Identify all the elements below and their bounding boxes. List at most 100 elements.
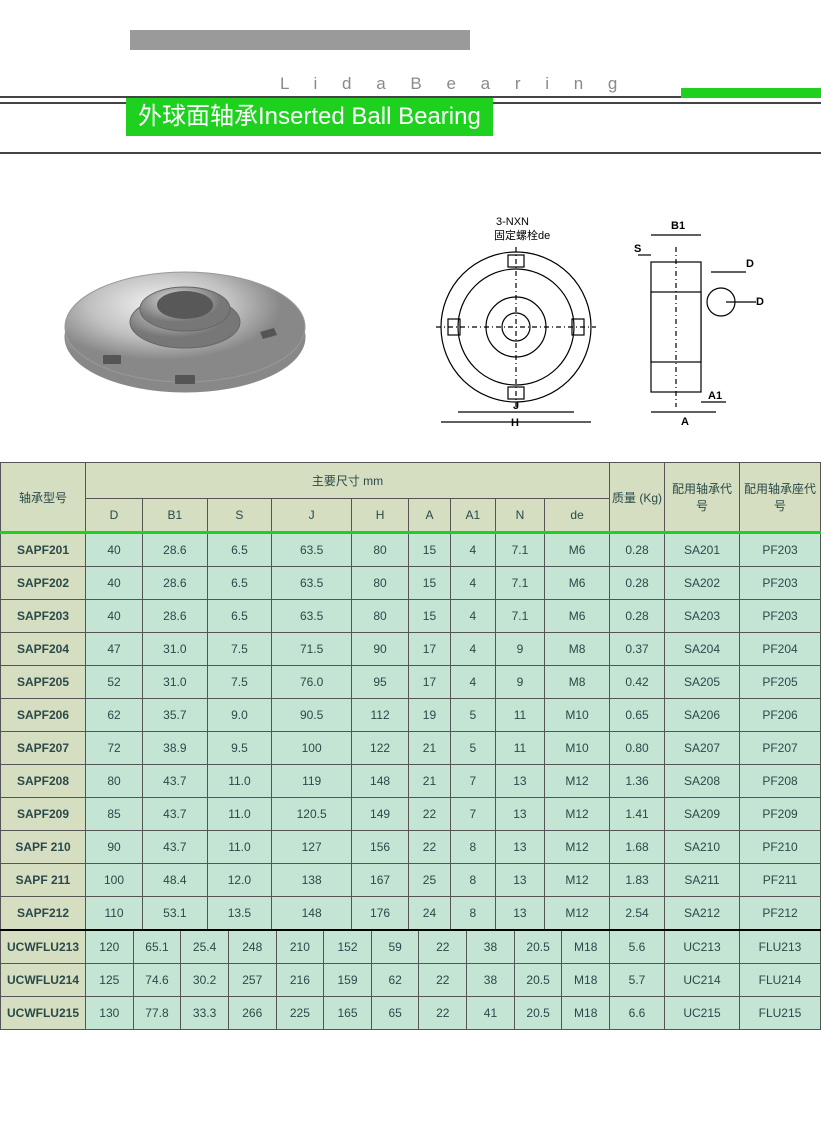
- cell: 167: [352, 864, 409, 897]
- cell: SA202: [665, 567, 740, 600]
- cell: SAPF207: [1, 732, 86, 765]
- cell: 63.5: [272, 600, 352, 633]
- cell: PF206: [740, 699, 821, 732]
- cell: 25: [409, 864, 451, 897]
- product-photo: [45, 227, 325, 407]
- cell: 71.5: [272, 633, 352, 666]
- col-housing: 配用轴承座代号: [740, 463, 821, 533]
- cell: M6: [545, 567, 610, 600]
- col-dim: N: [495, 499, 544, 533]
- cell: SAPF206: [1, 699, 86, 732]
- col-group-dims: 主要尺寸 mm: [86, 463, 610, 499]
- cell: 80: [352, 567, 409, 600]
- dim-label-d: D: [746, 258, 754, 270]
- dim-label-j: J: [513, 400, 519, 412]
- cell: M10: [545, 699, 610, 732]
- cell: 5.6: [610, 930, 665, 964]
- cell: 19: [409, 699, 451, 732]
- cell: M10: [545, 732, 610, 765]
- cell: 148: [272, 897, 352, 931]
- dim-label-d2: D: [756, 296, 764, 308]
- cell: 95: [352, 666, 409, 699]
- cell: FLU213: [740, 930, 821, 964]
- cell: 11: [495, 732, 544, 765]
- cell: 62: [86, 699, 143, 732]
- decorative-gray-block: [130, 30, 470, 50]
- cell: 12.0: [207, 864, 272, 897]
- cell: SAPF212: [1, 897, 86, 931]
- cell: SAPF201: [1, 533, 86, 567]
- dim-label-a: A: [681, 416, 689, 427]
- technical-drawing: 3-NXN 固定螺栓de B1 S D D A1 A J H: [416, 207, 776, 427]
- cell: 17: [409, 666, 451, 699]
- cell: 22: [409, 798, 451, 831]
- cell: 6.5: [207, 567, 272, 600]
- cell: 7.1: [495, 533, 544, 567]
- dim-label-s: S: [634, 243, 641, 255]
- cell: SAPF203: [1, 600, 86, 633]
- cell: 149: [352, 798, 409, 831]
- col-dim: B1: [143, 499, 208, 533]
- cell: M8: [545, 633, 610, 666]
- cell: 90: [352, 633, 409, 666]
- col-dim: D: [86, 499, 143, 533]
- dim-label-h: H: [511, 417, 519, 427]
- cell: 156: [352, 831, 409, 864]
- cell: 11.0: [207, 765, 272, 798]
- dim-group: 13077.833.326622516565224120.5M18: [86, 997, 610, 1030]
- cell: PF209: [740, 798, 821, 831]
- cell: 0.65: [610, 699, 665, 732]
- cell: 7: [450, 798, 495, 831]
- cell: 122: [352, 732, 409, 765]
- green-accent: [681, 88, 821, 98]
- cell: 6.6: [610, 997, 665, 1030]
- cell: SA207: [665, 732, 740, 765]
- cell: 1.83: [610, 864, 665, 897]
- cell: PF207: [740, 732, 821, 765]
- cell: SAPF208: [1, 765, 86, 798]
- cell: 85: [86, 798, 143, 831]
- cell: 9: [495, 666, 544, 699]
- cell: 48.4: [143, 864, 208, 897]
- cell: 63.5: [272, 533, 352, 567]
- cell: PF205: [740, 666, 821, 699]
- cell: UCWFLU215: [1, 997, 86, 1030]
- cell: 13: [495, 864, 544, 897]
- cell: 4: [450, 666, 495, 699]
- cell: 7.5: [207, 666, 272, 699]
- cell: 13: [495, 897, 544, 931]
- cell: 13.5: [207, 897, 272, 931]
- cell: 31.0: [143, 666, 208, 699]
- dim-group: 12574.630.225721615962223820.5M18: [86, 964, 610, 997]
- cell: 6.5: [207, 533, 272, 567]
- cell: 90: [86, 831, 143, 864]
- cell: M12: [545, 765, 610, 798]
- cell: SAPF 211: [1, 864, 86, 897]
- cell: PF203: [740, 533, 821, 567]
- spec-table: 轴承型号 主要尺寸 mm 质量 (Kg) 配用轴承代号 配用轴承座代号 DB1S…: [0, 462, 821, 1030]
- dim-label-a1: A1: [708, 390, 722, 402]
- page-title: 外球面轴承Inserted Ball Bearing: [126, 98, 493, 136]
- cell: 53.1: [143, 897, 208, 931]
- cell: 110: [86, 897, 143, 931]
- cell: UC213: [665, 930, 740, 964]
- cell: 4: [450, 567, 495, 600]
- cell: PF203: [740, 567, 821, 600]
- cell: SAPF205: [1, 666, 86, 699]
- cell: 28.6: [143, 567, 208, 600]
- col-model: 轴承型号: [1, 463, 86, 533]
- cell: 4: [450, 533, 495, 567]
- diagram-label: 3-NXN: [496, 216, 529, 228]
- cell: PF211: [740, 864, 821, 897]
- cell: 7.1: [495, 567, 544, 600]
- diagram-label: 固定螺栓de: [494, 228, 550, 242]
- cell: 76.0: [272, 666, 352, 699]
- cell: 28.6: [143, 600, 208, 633]
- col-weight: 质量 (Kg): [610, 463, 665, 533]
- cell: 21: [409, 732, 451, 765]
- cell: 7.5: [207, 633, 272, 666]
- cell: 119: [272, 765, 352, 798]
- cell: 8: [450, 831, 495, 864]
- cell: 35.7: [143, 699, 208, 732]
- cell: SA206: [665, 699, 740, 732]
